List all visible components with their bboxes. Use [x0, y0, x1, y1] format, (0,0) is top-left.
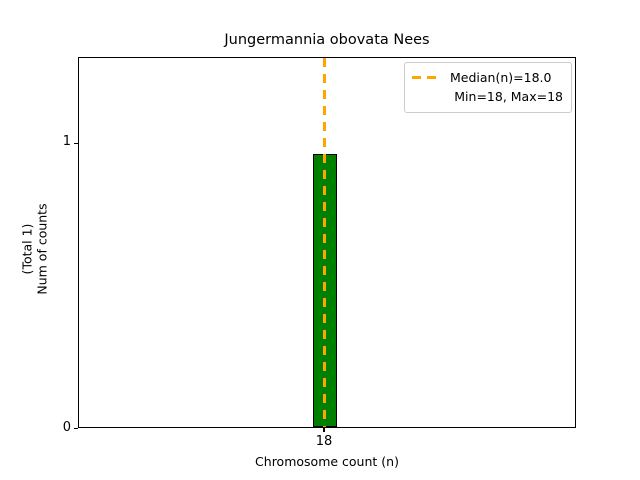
y-tick-label-0: 0 [62, 420, 71, 435]
median-line [323, 58, 327, 427]
legend-label-median: Median(n)=18.0 [450, 70, 552, 85]
x-tick-label-18: 18 [315, 434, 333, 449]
y-axis-label-line-2: (Total 1) [19, 223, 35, 275]
legend-row-median: Median(n)=18.0 [412, 68, 564, 87]
plot-area [78, 57, 576, 428]
y-axis-label: (Total 1) Num of counts [19, 64, 53, 435]
legend-label-range: Min=18, Max=18 [454, 89, 563, 104]
y-tick-label-1: 1 [62, 134, 71, 149]
median-line-swatch-icon [412, 75, 442, 80]
x-axis-label: Chromosome count (n) [255, 454, 399, 469]
legend: Median(n)=18.0 Min=18, Max=18 [404, 62, 572, 113]
chart-title: Jungermannia obovata Nees [224, 32, 430, 48]
y-axis-label-line-1: Num of counts [34, 203, 50, 295]
y-tick-mark-1 [74, 142, 78, 144]
y-tick-mark-0 [74, 427, 78, 429]
x-tick-mark-18 [323, 428, 325, 432]
legend-row-range: Min=18, Max=18 [412, 87, 564, 106]
